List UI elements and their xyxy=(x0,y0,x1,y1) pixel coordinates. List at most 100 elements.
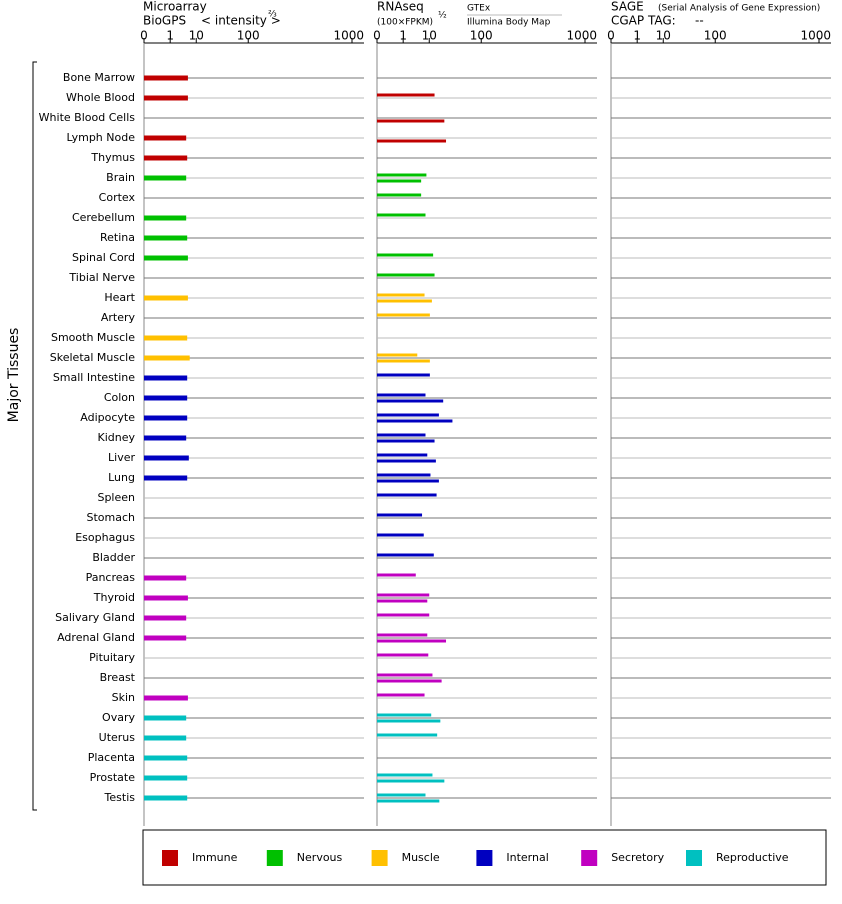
category-label: Liver xyxy=(108,451,135,464)
legend-label: Secretory xyxy=(611,851,664,864)
category-label: Retina xyxy=(100,231,135,244)
y-label: Major Tissues xyxy=(6,328,22,423)
bar xyxy=(144,575,187,581)
bar xyxy=(377,639,447,643)
bar xyxy=(377,513,423,517)
panel-subtitle: (Serial Analysis of Gene Expression) xyxy=(658,4,820,14)
category-label: Thyroid xyxy=(93,591,135,604)
category-label: Breast xyxy=(100,671,136,684)
bar xyxy=(377,353,418,357)
category-label: Pancreas xyxy=(86,571,136,584)
bar xyxy=(377,299,432,303)
category-label: Lymph Node xyxy=(66,131,135,144)
category-label: Spinal Cord xyxy=(72,251,135,264)
bar xyxy=(377,733,438,737)
bar xyxy=(144,715,187,721)
bar xyxy=(377,679,442,683)
category-label: Ovary xyxy=(102,711,135,724)
bar xyxy=(377,253,434,257)
x-tick-label: 1 xyxy=(633,29,641,43)
source-name: GTEx xyxy=(467,4,491,14)
panel-title: Microarray xyxy=(143,0,207,14)
category-label: Colon xyxy=(104,391,135,404)
legend-label: Muscle xyxy=(402,851,440,864)
bar xyxy=(144,335,188,341)
bar xyxy=(377,713,432,717)
bar xyxy=(144,255,188,261)
category-label: Salivary Gland xyxy=(55,611,135,624)
bar xyxy=(377,719,441,723)
bar xyxy=(377,139,447,143)
category-label: Brain xyxy=(106,171,135,184)
bar xyxy=(377,399,444,403)
bar xyxy=(144,435,187,441)
bar xyxy=(144,795,188,801)
bar xyxy=(144,155,188,161)
x-tick-label: 1000 xyxy=(333,29,364,43)
x-tick-label: 1000 xyxy=(800,29,831,43)
category-label: Esophagus xyxy=(75,531,135,544)
bar xyxy=(377,673,433,677)
bar xyxy=(144,615,187,621)
bar xyxy=(144,135,187,141)
bar xyxy=(144,475,188,481)
category-label: Cortex xyxy=(99,191,136,204)
x-label-power: ½ xyxy=(438,11,447,21)
bar xyxy=(377,473,431,477)
bar xyxy=(377,433,426,437)
x-tick-label: 100 xyxy=(704,29,727,43)
category-label: Cerebellum xyxy=(72,211,135,224)
bar xyxy=(377,413,439,417)
category-label: Whole Blood xyxy=(66,91,135,104)
bar xyxy=(377,459,436,463)
category-label: Heart xyxy=(104,291,135,304)
x-label: < intensity > xyxy=(201,14,281,28)
bar xyxy=(144,295,188,301)
bar xyxy=(377,633,428,637)
legend-swatch xyxy=(476,850,493,866)
bar xyxy=(144,95,188,101)
x-label-power: ⅔ xyxy=(268,10,277,20)
category-label: Artery xyxy=(101,311,136,324)
bar xyxy=(377,773,433,777)
bar xyxy=(377,313,430,317)
category-label: Placenta xyxy=(88,751,135,764)
category-label: Kidney xyxy=(97,431,135,444)
category-label: Lung xyxy=(108,471,135,484)
category-label: Bladder xyxy=(92,551,135,564)
category-label: Skeletal Muscle xyxy=(50,351,135,364)
bar xyxy=(377,653,429,657)
panel-title: RNAseq xyxy=(377,0,424,14)
bar xyxy=(377,273,435,277)
legend-label: Internal xyxy=(506,851,548,864)
category-label: Uterus xyxy=(99,731,136,744)
bar xyxy=(377,179,422,183)
category-label: Tibial Nerve xyxy=(68,271,135,284)
bar xyxy=(377,419,453,423)
panel-title: SAGE xyxy=(611,0,644,14)
category-label: Skin xyxy=(112,691,135,704)
x-tick-label: 10 xyxy=(422,29,437,43)
category-label: Spleen xyxy=(97,491,135,504)
bar xyxy=(377,293,425,297)
bar xyxy=(377,693,425,697)
source-name: Illumina Body Map xyxy=(467,18,551,28)
source-name: BioGPS xyxy=(143,14,186,28)
bar xyxy=(377,193,422,197)
category-label: White Blood Cells xyxy=(39,111,136,124)
bar xyxy=(377,373,430,377)
bar xyxy=(377,779,445,783)
legend-swatch xyxy=(266,850,283,866)
bar xyxy=(144,755,188,761)
legend-swatch xyxy=(686,850,702,866)
bar xyxy=(377,593,430,597)
x-label: (100×FPKM) xyxy=(377,18,433,28)
legend-box xyxy=(142,829,827,886)
x-tick-label: 10 xyxy=(656,29,671,43)
bar xyxy=(144,395,188,401)
x-tick-label: 0 xyxy=(373,29,381,43)
bar xyxy=(377,533,424,537)
x-tick-label: 1000 xyxy=(566,29,597,43)
bar xyxy=(377,479,439,483)
